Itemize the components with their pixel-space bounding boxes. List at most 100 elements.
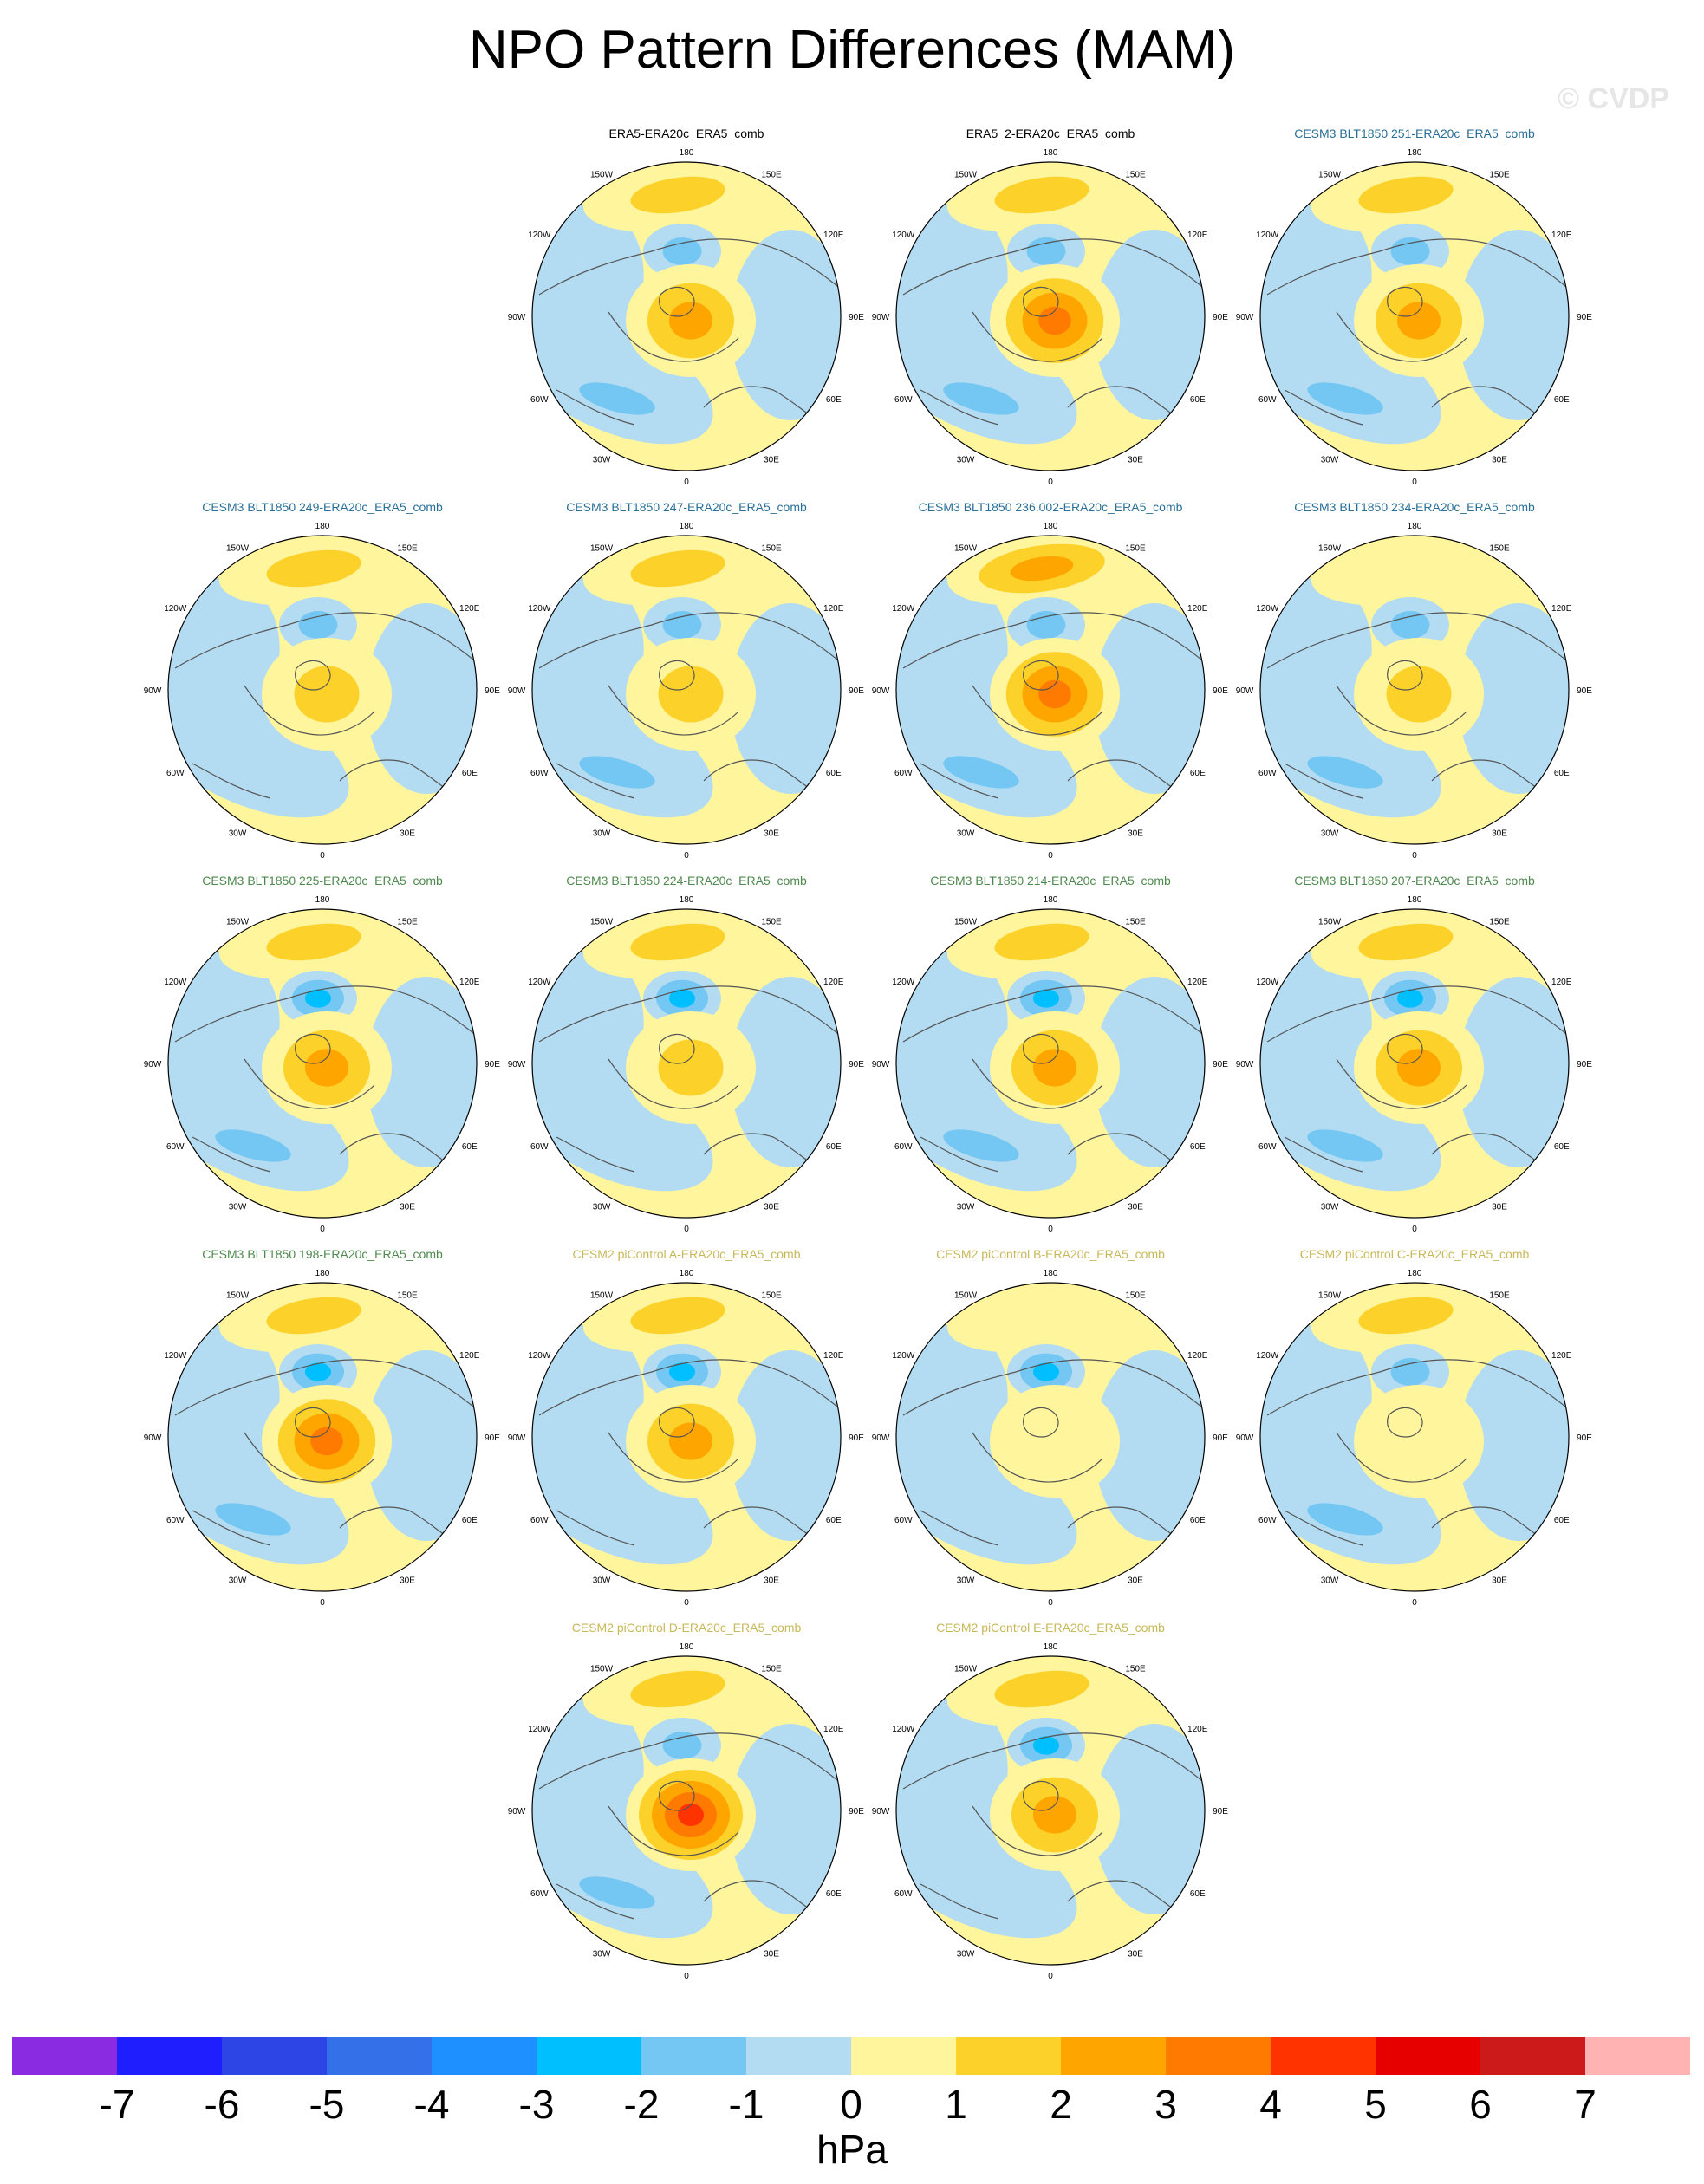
pacific-high	[1358, 176, 1454, 214]
colorbar-box	[1376, 2037, 1480, 2075]
longitude-label: 30E	[764, 1576, 779, 1586]
map-border	[167, 535, 478, 845]
colorbar-box	[432, 2037, 537, 2075]
colorbar-tick-label: 5	[1364, 2082, 1387, 2127]
map-panel: CESM3 BLT1850 247-ERA20c_ERA5_comb 180 150…	[504, 500, 868, 873]
coastline	[920, 1136, 999, 1173]
longitude-label: 150E	[1489, 1290, 1510, 1300]
map-panel: CESM3 BLT1850 225-ERA20c_ERA5_comb 180 150…	[140, 874, 504, 1246]
longitude-label: 90E	[1213, 1807, 1228, 1817]
longitude-label: 60E	[826, 1889, 842, 1899]
longitude-label: 90W	[872, 1060, 890, 1069]
longitude-label: 90W	[872, 1433, 890, 1443]
pacific-high	[1358, 1297, 1454, 1335]
longitude-label: 0	[1048, 851, 1053, 861]
longitude-label: 0	[320, 1598, 325, 1608]
longitude-label: 150E	[1125, 170, 1146, 179]
longitude-label: 60W	[166, 769, 185, 778]
longitude-label: 150E	[1125, 543, 1146, 553]
pacific-low	[305, 1362, 331, 1381]
longitude-label: 90W	[508, 1433, 526, 1443]
longitude-label: 90W	[872, 686, 890, 696]
longitude-label: 90W	[144, 1433, 162, 1443]
longitude-label: 120E	[459, 978, 480, 987]
colorbar-box	[956, 2037, 1061, 2075]
longitude-label: 0	[1412, 851, 1417, 861]
longitude-label: 90W	[508, 1807, 526, 1817]
longitude-label: 30E	[1492, 456, 1507, 465]
arctic-high	[294, 666, 360, 723]
coastline	[608, 1058, 739, 1109]
siberian-low-band	[366, 977, 477, 1167]
panel-title: CESM3 BLT1850 247-ERA20c_ERA5_comb	[566, 500, 807, 514]
colorbar-units: hPa	[816, 2127, 888, 2172]
longitude-label: 60E	[826, 769, 842, 778]
coastline	[972, 1058, 1103, 1109]
coastline	[244, 1432, 375, 1483]
arctic-high	[990, 1385, 1120, 1498]
coastline	[920, 1883, 999, 1920]
arctic-high	[658, 1039, 724, 1096]
coastline	[608, 311, 739, 362]
coastline	[659, 660, 695, 691]
longitude-label: 150W	[954, 1290, 978, 1300]
colorbar-box	[851, 2037, 956, 2075]
longitude-label: 60W	[166, 1516, 185, 1525]
atlantic-low	[905, 1486, 1057, 1552]
longitude-label: 150W	[1318, 543, 1342, 553]
colorbar-tick-label: -7	[99, 2082, 135, 2127]
map-border	[531, 1655, 842, 1966]
longitude-label: 90W	[508, 686, 526, 696]
longitude-label: 120E	[1187, 1725, 1208, 1734]
longitude-label: 90E	[849, 313, 864, 322]
cvdp-watermark: © CVDP	[1558, 82, 1669, 115]
panel-title: CESM3 BLT1850 214-ERA20c_ERA5_comb	[930, 874, 1171, 887]
polar-map: 180 150E 120E 90E 60E 30E 0 30W 60W 90W 120W 150W	[1236, 895, 1593, 1234]
map-panel: CESM2 piControl B-ERA20c_ERA5_comb 180 150…	[868, 1247, 1232, 1620]
longitude-label: 150W	[954, 1664, 978, 1674]
longitude-label: 0	[684, 478, 689, 487]
longitude-label: 90E	[485, 1060, 500, 1069]
longitude-label: 150E	[761, 1664, 782, 1674]
map-panel: CESM3 BLT1850 214-ERA20c_ERA5_comb 180 150…	[868, 874, 1232, 1246]
longitude-label: 180	[680, 895, 694, 905]
coastline	[902, 1359, 1205, 1416]
coastline	[608, 685, 739, 736]
coastline	[192, 763, 271, 799]
longitude-label: 60W	[166, 1142, 185, 1152]
coastline	[659, 1407, 695, 1438]
longitude-label: 30E	[1492, 829, 1507, 839]
longitude-label: 0	[684, 1598, 689, 1608]
longitude-label: 0	[1048, 478, 1053, 487]
colorbar-box	[1480, 2037, 1585, 2075]
map-panel: CESM2 piControl E-ERA20c_ERA5_comb 180 150…	[868, 1621, 1232, 1993]
atlantic-low	[1307, 756, 1383, 789]
map-panel: CESM3 BLT1850 251-ERA20c_ERA5_comb 180 150…	[1232, 127, 1597, 499]
longitude-label: 90W	[144, 1060, 162, 1069]
polar-map: 180 150E 120E 90E 60E 30E 0 30W 60W 90W 120W 150W	[508, 895, 865, 1234]
atlantic-low	[1307, 1129, 1383, 1162]
longitude-label: 30W	[1321, 456, 1339, 465]
longitude-label: 60E	[1554, 769, 1570, 778]
panel-title: ERA5_2-ERA20c_ERA5_comb	[966, 127, 1135, 140]
longitude-label: 30W	[593, 1576, 611, 1586]
panel-title: CESM3 BLT1850 207-ERA20c_ERA5_comb	[1294, 874, 1535, 887]
longitude-label: 150W	[590, 917, 614, 926]
longitude-label: 120E	[1551, 1351, 1572, 1361]
pacific-low	[1390, 1358, 1430, 1386]
coastline	[244, 1058, 375, 1109]
longitude-label: 60E	[1190, 769, 1206, 778]
atlantic-low	[215, 1129, 291, 1162]
longitude-label: 90W	[872, 313, 890, 322]
longitude-label: 60W	[894, 1516, 913, 1525]
colorbar-box	[1061, 2037, 1166, 2075]
longitude-label: 60E	[1190, 1142, 1206, 1152]
coastline	[608, 1805, 739, 1856]
longitude-label: 120E	[823, 978, 844, 987]
siberian-low-band	[1458, 230, 1569, 420]
map-border	[895, 535, 1206, 845]
arctic-high	[669, 302, 712, 340]
pacific-high	[630, 549, 725, 588]
pacific-high	[946, 1283, 1137, 1353]
canada-low-band	[1260, 951, 1372, 1107]
